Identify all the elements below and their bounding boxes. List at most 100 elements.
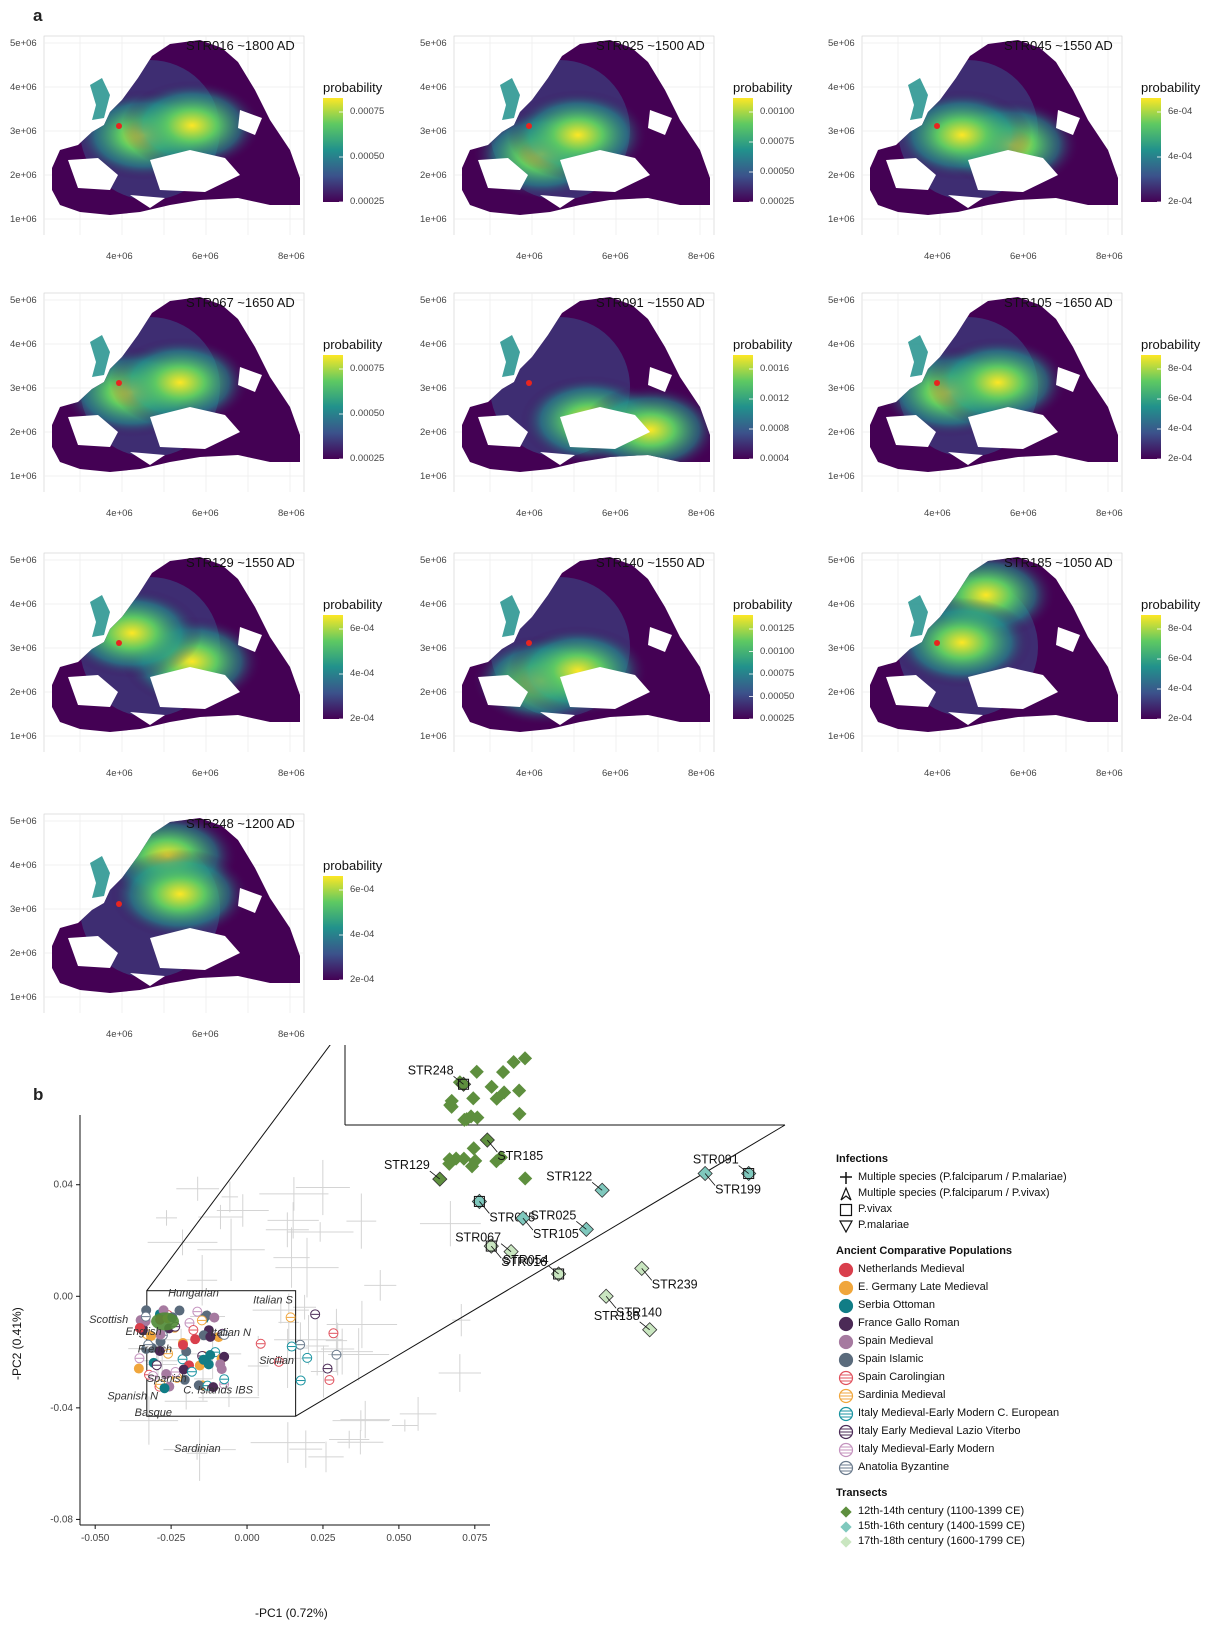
map-y-tick: 3e+06 — [420, 643, 447, 654]
population-point — [133, 1363, 144, 1374]
map-y-tick: 3e+06 — [10, 904, 37, 915]
panel-letter-b: b — [33, 1085, 44, 1104]
map-y-tick: 3e+06 — [10, 643, 37, 654]
map-y-tick: 4e+06 — [828, 82, 855, 93]
transect-point — [518, 1171, 533, 1186]
population-point — [174, 1305, 185, 1316]
legend-populations-title: Ancient Comparative Populations — [836, 1245, 1013, 1257]
legend-tick: 0.00025 — [350, 453, 385, 464]
modern-population-cross — [197, 1218, 265, 1281]
legend-tick: 0.00075 — [350, 106, 385, 117]
map-y-tick: 3e+06 — [828, 643, 855, 654]
legend-tick: 0.00100 — [760, 106, 795, 117]
infection-sample-point — [741, 1165, 757, 1182]
population-legend-icon — [838, 1424, 854, 1440]
map-plot — [43, 292, 343, 492]
modern-population-cross — [391, 1419, 418, 1432]
map-y-tick: 2e+06 — [828, 427, 855, 438]
legend-title: probability — [733, 597, 793, 612]
x-tick-label: 0.000 — [235, 1533, 260, 1544]
map-x-tick: 6e+06 — [602, 251, 629, 262]
infection-sample-point — [642, 1322, 658, 1338]
modern-population-cross — [163, 1418, 236, 1481]
map-x-tick: 4e+06 — [106, 1029, 133, 1040]
map-x-tick: 8e+06 — [278, 1029, 305, 1040]
infection-sample-label: STR140 — [616, 1305, 662, 1319]
y-axis-label: -PC2 (0.41%) — [10, 1307, 24, 1380]
map-y-tick: 2e+06 — [10, 687, 37, 698]
transect-legend-icon — [840, 1521, 852, 1533]
map-plot — [43, 552, 343, 752]
population-label: Italian S — [253, 1294, 293, 1306]
transect-point — [512, 1106, 527, 1121]
map-x-tick: 8e+06 — [688, 508, 715, 519]
infection-sample-point — [503, 1244, 519, 1260]
population-point — [134, 1322, 145, 1333]
population-legend-icon — [838, 1406, 854, 1422]
population-legend-icon — [838, 1298, 854, 1314]
population-legend-icon — [838, 1442, 854, 1458]
map-x-tick: 4e+06 — [924, 251, 951, 262]
map-y-tick: 4e+06 — [10, 599, 37, 610]
map-y-tick: 4e+06 — [10, 860, 37, 871]
population-legend-label: France Gallo Roman — [858, 1317, 960, 1329]
legend-title: probability — [323, 337, 383, 352]
modern-population-cross — [198, 1388, 260, 1408]
population-legend-label: Serbia Ottoman — [858, 1299, 936, 1311]
legend-title: probability — [1141, 80, 1201, 95]
legend-title: probability — [323, 80, 383, 95]
legend-tick: 0.0012 — [760, 393, 790, 404]
map-x-tick: 6e+06 — [192, 1029, 219, 1040]
map-y-tick: 5e+06 — [10, 816, 37, 827]
map-x-tick: 4e+06 — [106, 251, 133, 262]
map-y-tick: 1e+06 — [10, 471, 37, 482]
transect-point — [496, 1064, 511, 1080]
map-x-tick: 8e+06 — [1096, 251, 1123, 262]
population-legend-icon — [838, 1280, 854, 1296]
transect-legend-label: 15th-16th century (1400-1599 CE) — [858, 1520, 1025, 1532]
legend-tick: 0.00050 — [350, 408, 385, 419]
population-point — [205, 1331, 216, 1342]
map-y-tick: 1e+06 — [420, 214, 447, 225]
map-y-tick: 1e+06 — [828, 214, 855, 225]
modern-population-cross — [265, 1212, 309, 1248]
population-label: Sardinian — [174, 1443, 220, 1455]
map-y-tick: 2e+06 — [420, 687, 447, 698]
infection-legend-icon — [840, 1186, 852, 1201]
map-plot — [43, 813, 343, 1013]
population-legend-icon — [838, 1316, 854, 1332]
population-point — [154, 1345, 165, 1356]
legend-tick: 0.00050 — [350, 151, 385, 162]
map-y-tick: 5e+06 — [10, 38, 37, 49]
map-x-tick: 6e+06 — [1010, 768, 1037, 779]
infection-sample-label: STR239 — [652, 1277, 698, 1291]
legend-tick: 4e-04 — [350, 668, 375, 679]
map-x-tick: 4e+06 — [106, 508, 133, 519]
transect-point — [444, 1093, 459, 1109]
modern-population-cross — [337, 1430, 384, 1455]
legend-tick: 0.0004 — [760, 453, 790, 464]
legend-tick: 6e-04 — [350, 623, 375, 634]
population-legend-icon — [838, 1334, 854, 1350]
map-y-tick: 4e+06 — [420, 339, 447, 350]
modern-population-cross — [329, 1430, 370, 1449]
map-y-tick: 2e+06 — [420, 427, 447, 438]
legend-tick: 6e-04 — [1168, 653, 1193, 664]
map-plot — [43, 35, 343, 235]
modern-population-cross — [326, 1300, 398, 1349]
map-panel: STR140 ~1550 AD 5e+06 4e+06 3e+06 2e+06 1e+06… — [410, 517, 810, 779]
population-legend-label: Anatolia Byzantine — [858, 1461, 950, 1473]
map-y-tick: 2e+06 — [828, 687, 855, 698]
legend-title: probability — [323, 858, 383, 873]
map-y-tick: 1e+06 — [10, 992, 37, 1003]
map-y-tick: 1e+06 — [10, 214, 37, 225]
legend-infections-title: Infections — [836, 1153, 888, 1165]
map-y-tick: 5e+06 — [10, 555, 37, 566]
legend-tick: 2e-04 — [1168, 196, 1193, 207]
infection-sample-label: STR199 — [715, 1183, 761, 1197]
x-tick-label: -0.025 — [157, 1533, 186, 1544]
map-x-tick: 8e+06 — [1096, 508, 1123, 519]
modern-population-cross — [340, 1400, 391, 1439]
infection-legend-icon — [838, 1220, 854, 1234]
population-label: Sicilian — [259, 1355, 294, 1367]
